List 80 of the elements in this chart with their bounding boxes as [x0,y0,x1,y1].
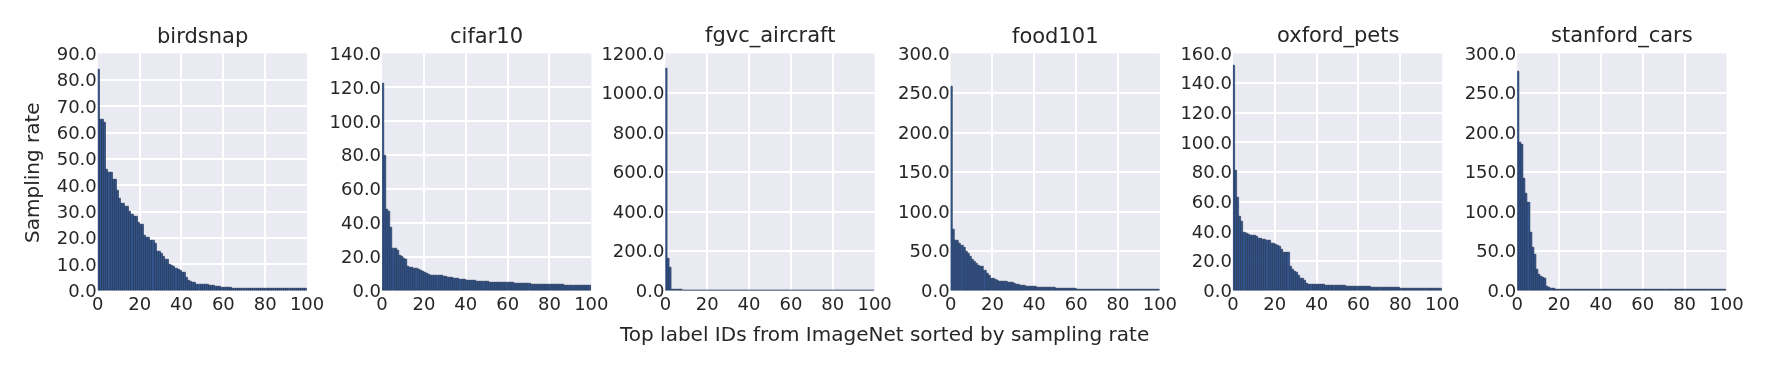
y-tick-label: 120.0 [1180,102,1232,124]
chart-title: food101 [1012,24,1099,48]
y-tick-label: 60.0 [56,121,97,143]
y-tick-label: 250.0 [898,82,950,104]
y-tick-label: 160.0 [1180,42,1232,64]
y-tick-label: 600.0 [612,161,665,183]
x-tick-label: 80 [538,292,561,314]
x-tick-label: 60 [211,292,235,314]
x-tick-label: 60 [1347,292,1370,314]
x-tick-label: 40 [1022,292,1046,314]
x-tick-label: 20 [981,292,1004,314]
x-tick-label: 100 [289,292,325,314]
y-tick-label: 100.0 [1180,131,1232,153]
y-axis-title: Sampling rate [19,102,44,243]
x-tick-label: 80 [1388,292,1412,314]
x-tick-label: 100 [857,292,892,314]
x-tick-label: 20 [1547,292,1571,314]
x-tick-label: 40 [1305,292,1329,314]
y-tick-label: 80.0 [341,144,382,166]
y-tick-label: 250.0 [1464,82,1517,104]
y-tick-label: 20.0 [1191,250,1232,272]
x-tick-label: 100 [1709,292,1744,314]
y-tick-label: 50.0 [909,240,950,262]
y-tick-label: 50.0 [1476,240,1517,262]
x-tick-label: 40 [454,292,478,314]
y-tick-label: 150.0 [898,161,950,183]
x-tick-label: 60 [1631,292,1655,314]
y-tick-label: 80.0 [1191,161,1232,183]
chart-title: cifar10 [450,24,523,48]
x-tick-label: 20 [1263,292,1287,314]
chart-title: birdsnap [157,24,249,48]
y-tick-label: 800.0 [612,121,665,143]
y-tick-label: 100.0 [329,110,382,132]
chart-title: fgvc_aircraft [705,23,836,48]
y-tick-label: 100.0 [1464,200,1517,222]
y-tick-label: 20.0 [341,246,382,268]
x-tick-label: 80 [1106,292,1130,314]
y-tick-label: 150.0 [1464,161,1517,183]
y-tick-label: 140.0 [329,42,382,64]
y-tick-label: 80.0 [56,69,97,91]
x-tick-label: 80 [821,292,845,314]
y-tick-label: 300.0 [1464,42,1517,64]
x-tick-label: 80 [253,292,277,314]
x-tick-label: 40 [737,292,761,314]
y-tick-label: 60.0 [1191,191,1232,213]
x-tick-label: 60 [496,292,520,314]
y-tick-label: 300.0 [898,42,950,64]
x-tick-label: 100 [1425,292,1460,314]
y-tick-label: 30.0 [56,200,97,222]
y-tick-label: 10.0 [56,253,97,275]
x-tick-label: 40 [170,292,193,314]
x-tick-label: 20 [695,292,719,314]
y-tick-label: 200.0 [612,240,665,262]
y-tick-label: 200.0 [1464,121,1517,143]
x-tick-label: 80 [1673,292,1697,314]
y-tick-label: 70.0 [56,95,97,117]
y-tick-label: 40.0 [1191,220,1232,242]
y-tick-label: 400.0 [612,200,665,222]
y-tick-label: 40.0 [56,174,97,196]
y-tick-label: 20.0 [56,227,97,249]
x-tick-label: 100 [574,292,609,314]
y-tick-label: 140.0 [1180,72,1232,94]
x-tick-label: 40 [1589,292,1613,314]
x-tick-label: 20 [128,292,152,314]
y-tick-label: 120.0 [329,76,382,98]
y-tick-label: 1000.0 [601,82,665,104]
y-tick-label: 1200.0 [601,42,665,64]
y-tick-label: 90.0 [56,42,97,64]
x-axis-title: Top label IDs from ImageNet sorted by sampling rate [619,322,1150,346]
x-tick-label: 60 [1064,292,1088,314]
x-tick-label: 60 [779,292,803,314]
x-tick-label: 100 [1142,292,1178,314]
chart-title: oxford_pets [1277,23,1400,48]
y-tick-label: 100.0 [898,200,950,222]
chart-title: stanford_cars [1551,23,1693,48]
y-tick-label: 50.0 [56,148,97,170]
y-tick-label: 60.0 [341,178,382,200]
y-tick-label: 200.0 [898,121,950,143]
y-tick-label: 40.0 [341,212,382,234]
x-tick-label: 20 [412,292,436,314]
